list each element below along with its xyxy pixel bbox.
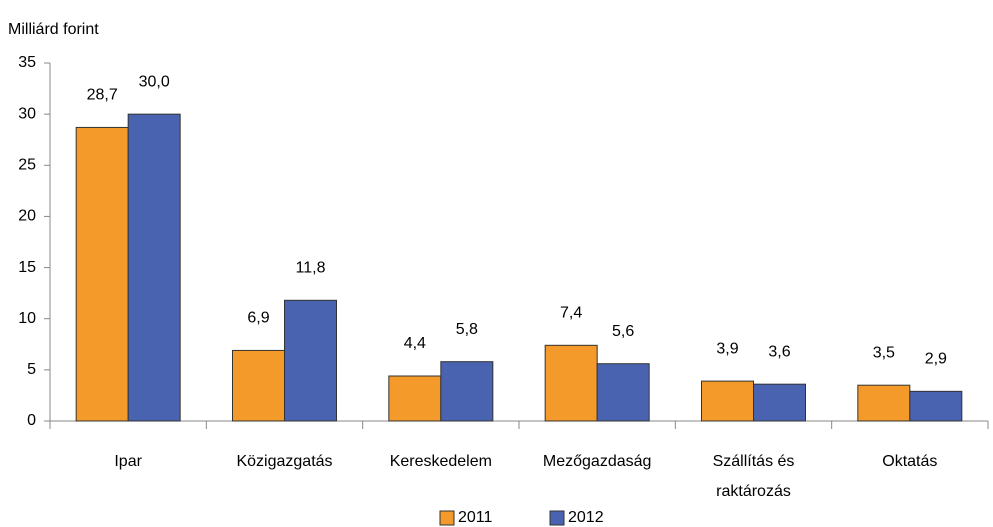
y-axis-title: Milliárd forint <box>8 21 99 38</box>
x-tick-label: Közigazgatás <box>236 453 333 470</box>
data-label: 5,8 <box>456 321 478 338</box>
data-label: 6,9 <box>247 310 269 327</box>
data-label: 3,9 <box>716 340 738 357</box>
bar <box>701 380 754 422</box>
legend-label: 2011 <box>458 509 493 526</box>
data-label: 5,6 <box>612 323 634 340</box>
y-tick-label: 0 <box>27 412 36 429</box>
bar <box>857 384 911 422</box>
bar <box>388 375 442 422</box>
data-label: 28,7 <box>87 87 118 104</box>
bar <box>909 390 963 422</box>
data-label: 4,4 <box>404 335 426 352</box>
x-tick-label: Mezőgazdaság <box>542 453 652 470</box>
data-label: 3,5 <box>873 344 895 361</box>
bar <box>232 349 285 422</box>
y-tick-label: 15 <box>18 259 36 276</box>
data-label: 7,4 <box>560 305 582 322</box>
legend-swatch <box>439 510 455 526</box>
bar <box>544 344 598 422</box>
bar <box>75 126 129 422</box>
bar <box>284 299 337 422</box>
y-tick-label: 5 <box>27 361 36 378</box>
data-label: 30,0 <box>139 73 170 90</box>
y-tick-label: 20 <box>18 208 36 225</box>
x-tick-label: Oktatás <box>882 453 938 470</box>
bar <box>127 113 181 422</box>
x-tick-label: Ipar <box>114 453 142 470</box>
x-tick-label: Kereskedelem <box>389 453 492 470</box>
data-label: 11,8 <box>296 260 326 277</box>
legend-swatch <box>549 510 565 526</box>
y-tick-label: 30 <box>18 105 36 122</box>
y-tick-label: 35 <box>18 54 36 71</box>
y-tick-label: 25 <box>18 157 36 174</box>
data-label: 2,9 <box>925 351 947 368</box>
bar <box>753 383 806 422</box>
x-tick-label: Szállítás és raktározás <box>712 453 795 500</box>
data-label: 3,6 <box>768 343 790 360</box>
bar <box>440 361 494 422</box>
legend-label: 2012 <box>568 509 604 526</box>
y-tick-label: 10 <box>18 310 36 327</box>
bar <box>596 363 650 422</box>
